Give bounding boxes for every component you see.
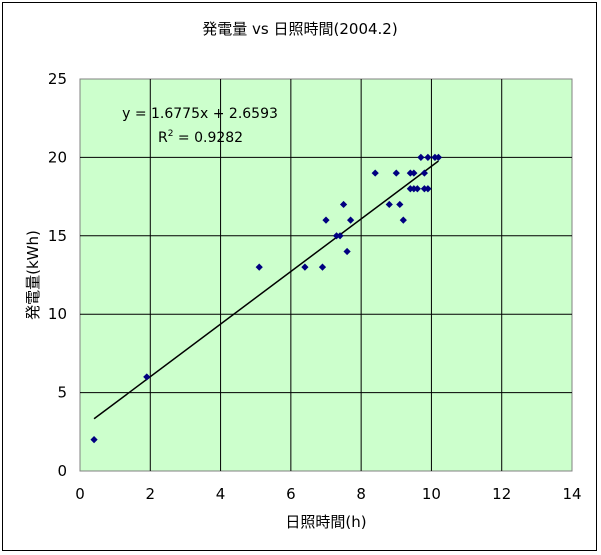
x-tick-label: 8 xyxy=(356,485,366,503)
trendline xyxy=(93,160,439,420)
y-tick-label: 10 xyxy=(48,305,67,323)
data-point xyxy=(392,169,400,177)
data-point xyxy=(420,169,428,177)
x-tick-label: 0 xyxy=(75,485,85,503)
y-tick-label: 5 xyxy=(57,384,67,402)
data-point xyxy=(347,216,355,224)
trendline-equation: y = 1.6775x + 2.6593 xyxy=(122,106,278,122)
x-tick-label: 4 xyxy=(216,485,226,503)
data-point xyxy=(413,185,421,193)
x-axis-label: 日照時間(h) xyxy=(285,513,366,531)
x-tick-label: 2 xyxy=(146,485,156,503)
data-point xyxy=(322,216,330,224)
y-tick-label: 25 xyxy=(48,70,67,88)
y-axis-label: 発電量(kWh) xyxy=(24,230,42,320)
y-tick-label: 0 xyxy=(57,462,67,480)
data-point xyxy=(343,247,351,256)
data-point xyxy=(399,216,407,224)
data-point xyxy=(385,200,393,209)
data-point xyxy=(90,436,98,444)
data-point xyxy=(255,263,263,271)
data-points xyxy=(90,153,443,444)
x-tick-label: 6 xyxy=(286,485,296,503)
data-point xyxy=(424,185,432,193)
grid-lines xyxy=(80,79,572,471)
data-point xyxy=(410,169,418,177)
x-tick-label: 10 xyxy=(422,485,441,503)
y-tick-label: 15 xyxy=(48,227,67,245)
r-squared-label: R2 = 0.9282 xyxy=(158,129,243,146)
data-point xyxy=(143,373,151,381)
data-point xyxy=(301,263,309,271)
trendline-group xyxy=(93,160,439,420)
data-point xyxy=(336,232,344,240)
x-tick-label: 14 xyxy=(562,485,581,503)
data-point xyxy=(318,263,327,271)
y-tick-labels: 0 5 10 15 20 25 xyxy=(48,70,67,480)
r-squared-prefix: R xyxy=(158,130,168,146)
x-tick-labels: 0 2 4 6 8 10 12 14 xyxy=(75,485,581,503)
r-squared-superscript: 2 xyxy=(168,129,174,139)
plot-area xyxy=(79,78,573,472)
x-tick-label: 12 xyxy=(492,485,511,503)
chart-title: 発電量 vs 日照時間(2004.2) xyxy=(202,20,397,38)
data-point xyxy=(371,169,379,177)
data-point xyxy=(417,153,425,161)
data-point xyxy=(424,153,432,161)
data-point xyxy=(339,200,348,209)
y-tick-label: 20 xyxy=(48,148,67,166)
data-point xyxy=(434,153,443,161)
r-squared-value: = 0.9282 xyxy=(173,130,243,146)
data-point xyxy=(396,200,404,209)
